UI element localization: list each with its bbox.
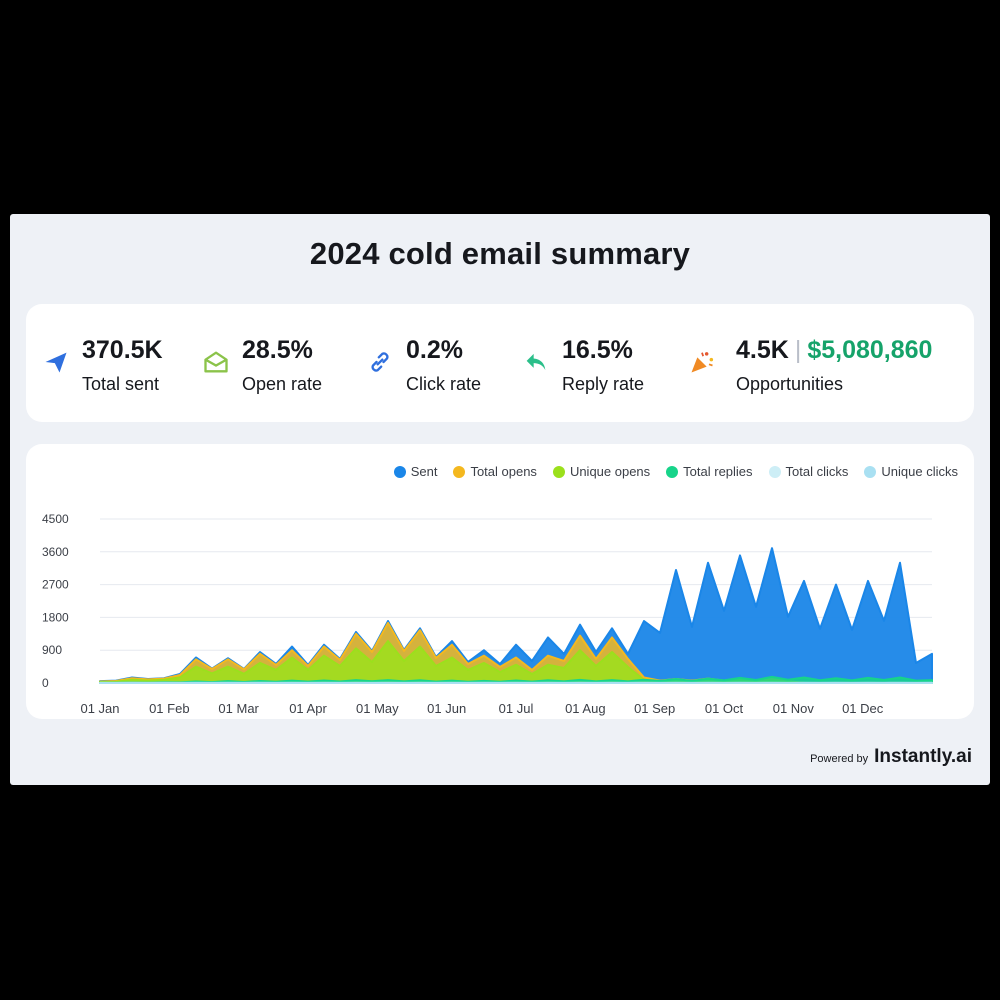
x-tick-label: 01 Jan [80,701,119,716]
stat-label: Open rate [242,374,323,394]
legend-item[interactable]: Unique opens [552,464,651,479]
x-tick-label: 01 Jun [427,701,466,716]
area-chart: 0 900 1800 2700 3600 4500 01 Jan 01 Feb 01 Mar 01… [42,512,933,716]
legend-item[interactable]: Total opens [453,464,537,479]
paper-plane-icon [45,352,67,373]
legend-label: Unique clicks [881,464,958,479]
legend-dot [864,465,877,478]
opportunities-value: $5,080,860 [807,336,933,364]
legend-item[interactable]: Total replies [666,464,753,479]
stats-panel: 370.5K Total sent 28.5% Open rate 0.2% C… [26,304,974,422]
legend-item[interactable]: Total clicks [768,464,849,479]
legend-label: Total clicks [785,464,849,479]
series-total-replies[interactable] [99,675,933,684]
stat-label: Click rate [406,374,482,394]
legend-label: Unique opens [569,464,651,479]
brand-logo: Instantly.ai [874,746,972,767]
summary-card: 2024 cold email summary 370.5K Total sen… [10,214,990,785]
x-tick-label: 01 Jul [499,701,534,716]
x-tick-label: 01 May [356,701,399,716]
x-tick-label: 01 Nov [773,701,815,716]
legend-label: Total opens [470,464,537,479]
powered-by-label: Powered by [810,753,869,765]
envelope-open-icon [204,351,228,373]
x-tick-label: 01 Oct [705,701,744,716]
legend-dot [552,465,565,478]
y-tick-label: 900 [42,643,62,657]
legend-item[interactable]: Sent [393,464,438,479]
opportunities-count: 4.5K [736,336,789,364]
chart-legend: Sent Total opens Unique opens Total replies… [393,464,958,479]
legend-item[interactable]: Unique clicks [864,464,958,479]
stat-label: Opportunities [736,374,844,394]
legend-label: Total replies [683,464,753,479]
stat-value: 370.5K [82,336,163,364]
legend-dot [393,465,406,478]
legend-label: Sent [410,464,438,479]
powered-by: Powered by Instantly.ai [810,746,972,768]
legend-dot [768,465,781,478]
x-tick-label: 01 Mar [218,701,259,716]
stat-value: 16.5% [562,336,633,364]
stat-value: 4.5K | $5,080,860 [736,336,932,365]
x-tick-label: 01 Aug [565,701,606,716]
x-tick-label: 01 Dec [842,701,884,716]
link-icon [371,352,389,372]
reply-arrow-icon [526,353,546,371]
x-tick-label: 01 Apr [289,701,327,716]
legend-dot [453,465,466,478]
y-tick-label: 3600 [42,545,69,559]
divider: | [794,336,802,364]
x-tick-label: 01 Sep [634,701,675,716]
stat-label: Total sent [82,374,160,394]
y-tick-label: 4500 [42,512,69,526]
legend-dot [666,465,679,478]
party-popper-icon [691,352,714,373]
chart-panel: 0 900 1800 2700 3600 4500 01 Jan 01 Feb 01 Mar 01… [26,444,974,719]
y-tick-label: 1800 [42,610,69,624]
x-tick-label: 01 Feb [149,701,189,716]
stat-value: 0.2% [406,336,463,364]
page-title: 2024 cold email summary [309,236,691,271]
stat-value: 28.5% [242,336,313,364]
stat-label: Reply rate [562,374,645,394]
y-tick-label: 0 [42,676,49,690]
y-tick-label: 2700 [42,578,69,592]
